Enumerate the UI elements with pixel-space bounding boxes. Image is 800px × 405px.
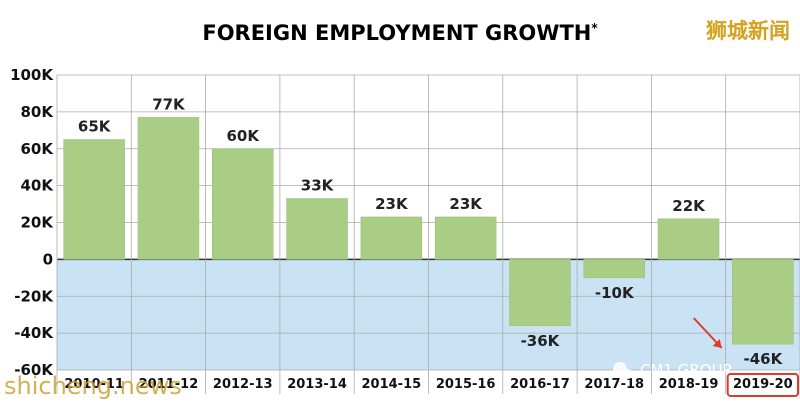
- x-tick-label: 2016-17: [510, 377, 570, 392]
- data-label-2012-13: 60K: [227, 127, 261, 145]
- data-label-2018-19: 22K: [672, 197, 706, 215]
- y-tick-label: 100K: [10, 66, 54, 84]
- bar-2016-17: [509, 259, 571, 327]
- watermark-top-right: 狮城新闻: [706, 19, 790, 43]
- bar-2014-15: [360, 216, 423, 260]
- data-label-2017-18: -10K: [595, 284, 635, 302]
- x-tick-label: 2018-19: [659, 377, 719, 392]
- chart-title-text: FOREIGN EMPLOYMENT GROWTH: [202, 21, 591, 45]
- data-label-2013-14: 33K: [301, 177, 335, 195]
- data-label-2010-11: 65K: [78, 118, 112, 136]
- data-label-2019-20: -46K: [743, 350, 783, 368]
- data-label-2014-15: 23K: [375, 195, 409, 213]
- bar-2013-14: [286, 198, 348, 260]
- bar-2019-20: [732, 259, 794, 345]
- watermark-bottom-left: shicheng.news: [4, 372, 182, 400]
- data-label-2016-17: -36K: [521, 332, 561, 350]
- x-tick-label: 2011-12: [139, 377, 199, 392]
- x-tick-label: 2019-20: [733, 377, 793, 392]
- data-label-2011-12: 77K: [152, 95, 186, 113]
- highlight-box: [726, 373, 800, 397]
- bar-2018-19: [657, 218, 720, 260]
- arrow-head-icon: [712, 339, 722, 348]
- data-label-2015-16: 23K: [449, 195, 483, 213]
- chart-title: FOREIGN EMPLOYMENT GROWTH*: [202, 21, 598, 45]
- y-tick-label: -60K: [14, 361, 54, 379]
- y-tick-label: -40K: [14, 324, 54, 342]
- bar-2011-12: [137, 117, 200, 260]
- y-tick-label: 80K: [21, 103, 55, 121]
- x-tick-label: 2014-15: [362, 377, 422, 392]
- y-tick-label: -20K: [14, 287, 54, 305]
- y-tick-label: 0: [43, 250, 53, 268]
- y-tick-label: 60K: [21, 140, 55, 158]
- x-tick-label: 2010-11: [64, 377, 124, 392]
- bar-2012-13: [211, 148, 274, 260]
- x-tick-label: 2015-16: [436, 377, 496, 392]
- x-tick-label: 2013-14: [287, 377, 347, 392]
- bar-2017-18: [583, 259, 646, 279]
- bar-2010-11: [63, 139, 125, 260]
- y-tick-label: 40K: [21, 177, 55, 195]
- x-tick-label: 2012-13: [213, 377, 273, 392]
- chart-title-mark: *: [591, 21, 598, 35]
- y-tick-label: 20K: [21, 214, 55, 232]
- bar-2015-16: [434, 216, 497, 260]
- watermark-bottom-right: CM1 GROUP: [640, 361, 732, 379]
- x-tick-label: 2017-18: [584, 377, 644, 392]
- wechat-icon: [613, 362, 633, 379]
